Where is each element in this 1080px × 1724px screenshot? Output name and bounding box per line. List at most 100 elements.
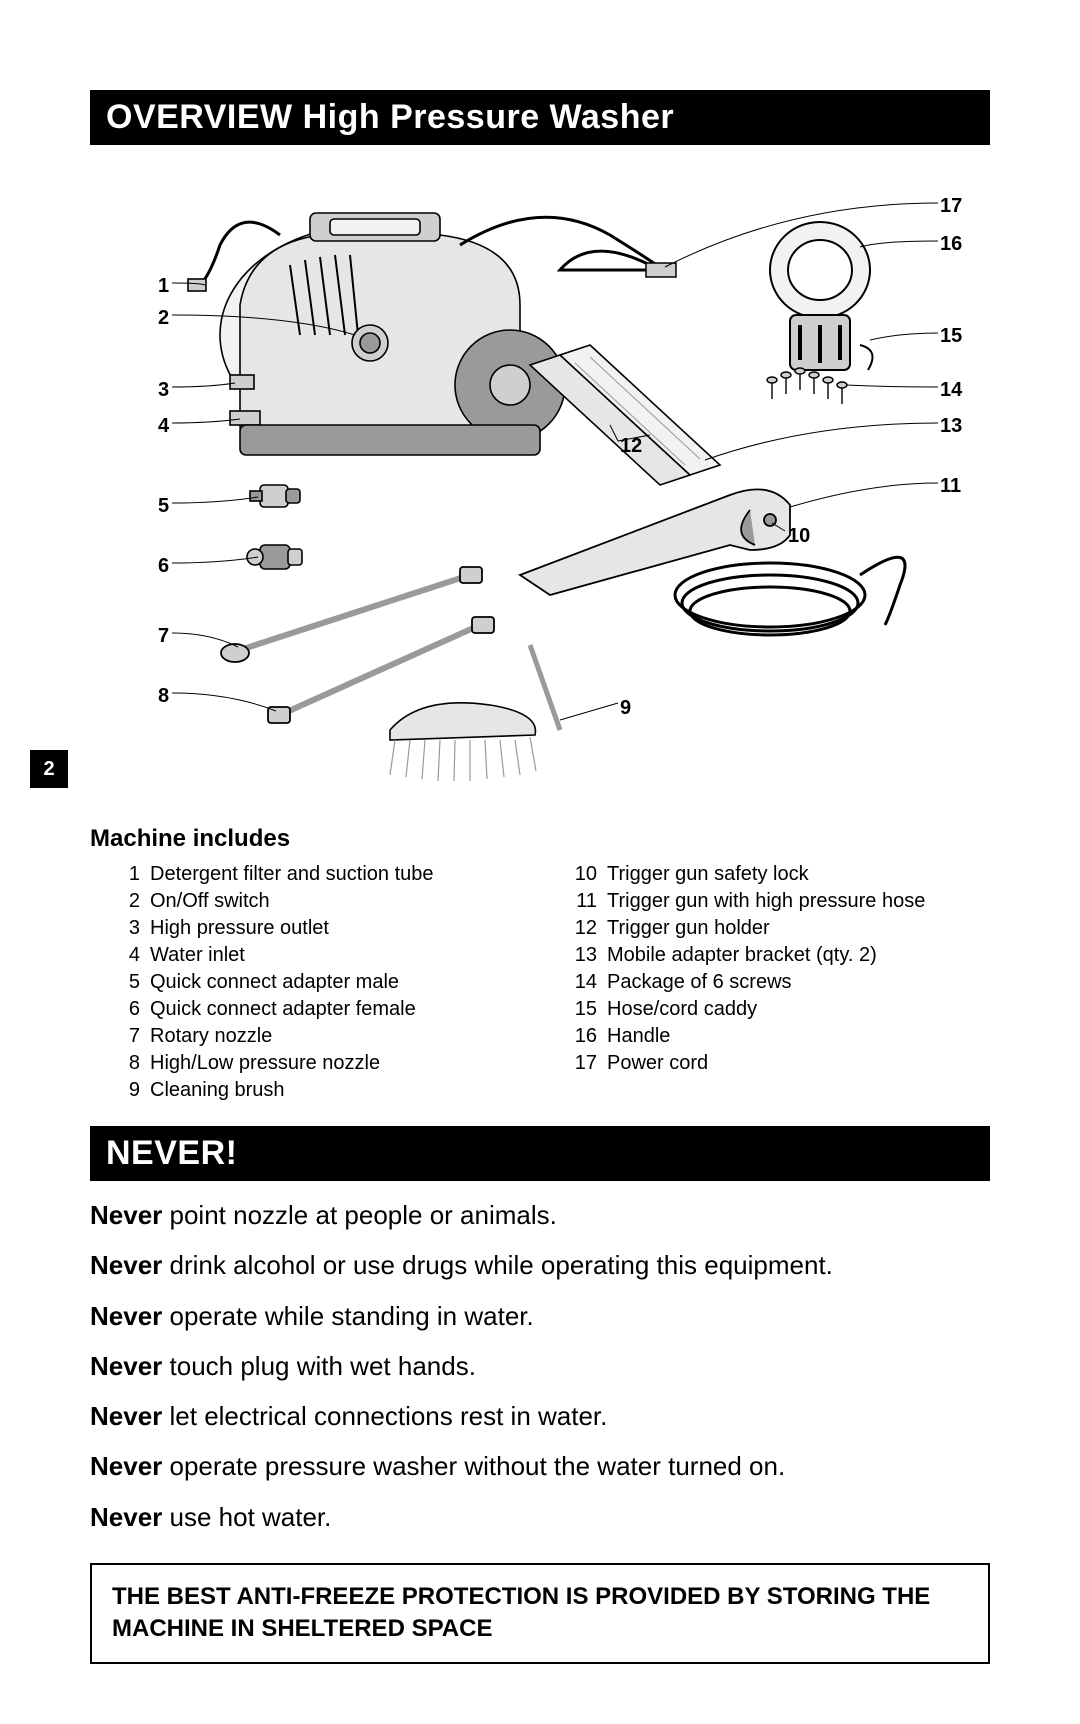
callout-8: 8 xyxy=(158,685,169,708)
brackets xyxy=(530,345,720,485)
callout-12: 12 xyxy=(620,435,642,458)
never-bold: Never xyxy=(90,1351,162,1381)
part-label: Rotary nozzle xyxy=(150,1023,272,1050)
parts-right-column: 10Trigger gun safety lock11Trigger gun w… xyxy=(573,861,990,1104)
never-bold: Never xyxy=(90,1502,162,1532)
screws xyxy=(767,368,847,404)
callout-7: 7 xyxy=(158,625,169,648)
trigger-gun xyxy=(520,489,905,635)
part-row: 12Trigger gun holder xyxy=(573,915,990,942)
part-row: 6Quick connect adapter female xyxy=(116,996,533,1023)
part-number: 3 xyxy=(116,915,150,942)
hose-caddy xyxy=(770,222,873,370)
never-item: Never drink alcohol or use drugs while o… xyxy=(90,1245,990,1285)
part-number: 5 xyxy=(116,969,150,996)
part-number: 2 xyxy=(116,888,150,915)
includes-heading: Machine includes xyxy=(90,825,990,853)
never-bold: Never xyxy=(90,1451,162,1481)
part-row: 3High pressure outlet xyxy=(116,915,533,942)
part-row: 8High/Low pressure nozzle xyxy=(116,1050,533,1077)
part-row: 9Cleaning brush xyxy=(116,1077,533,1104)
part-number: 10 xyxy=(573,861,607,888)
part-label: High pressure outlet xyxy=(150,915,329,942)
overview-header: OVERVIEW High Pressure Washer xyxy=(90,90,990,145)
never-text: use hot water. xyxy=(162,1502,331,1532)
part-number: 6 xyxy=(116,996,150,1023)
part-number: 11 xyxy=(573,888,607,915)
part-number: 9 xyxy=(116,1077,150,1104)
never-item: Never let electrical connections rest in… xyxy=(90,1396,990,1436)
part-label: Trigger gun safety lock xyxy=(607,861,809,888)
callout-13: 13 xyxy=(940,415,962,438)
callout-16: 16 xyxy=(940,233,962,256)
part-number: 16 xyxy=(573,1023,607,1050)
never-list: Never point nozzle at people or animals.… xyxy=(90,1195,990,1537)
part-number: 12 xyxy=(573,915,607,942)
callout-11: 11 xyxy=(940,475,961,498)
callout-10: 10 xyxy=(788,525,810,548)
part-label: Handle xyxy=(607,1023,670,1050)
parts-left-column: 1Detergent filter and suction tube2On/Of… xyxy=(116,861,533,1104)
part-label: Power cord xyxy=(607,1050,708,1077)
part-label: Mobile adapter bracket (qty. 2) xyxy=(607,942,877,969)
part-label: Trigger gun holder xyxy=(607,915,770,942)
part-row: 4Water inlet xyxy=(116,942,533,969)
never-text: touch plug with wet hands. xyxy=(162,1351,476,1381)
part-number: 4 xyxy=(116,942,150,969)
callout-4: 4 xyxy=(158,415,169,438)
never-text: drink alcohol or use drugs while operati… xyxy=(162,1250,833,1280)
part-label: Cleaning brush xyxy=(150,1077,285,1104)
part-number: 17 xyxy=(573,1050,607,1077)
never-bold: Never xyxy=(90,1301,162,1331)
part-row: 5Quick connect adapter male xyxy=(116,969,533,996)
part-number: 13 xyxy=(573,942,607,969)
callout-6: 6 xyxy=(158,555,169,578)
never-text: point nozzle at people or animals. xyxy=(162,1200,557,1230)
antifreeze-warning: THE BEST ANTI-FREEZE PROTECTION IS PROVI… xyxy=(90,1563,990,1664)
callout-1: 1 xyxy=(158,275,169,298)
cleaning-brush xyxy=(390,645,560,781)
never-bold: Never xyxy=(90,1200,162,1230)
never-item: Never touch plug with wet hands. xyxy=(90,1346,990,1386)
callout-9: 9 xyxy=(620,697,631,720)
part-number: 14 xyxy=(573,969,607,996)
part-label: Package of 6 screws xyxy=(607,969,792,996)
never-header-text: NEVER! xyxy=(106,1134,237,1172)
never-item: Never use hot water. xyxy=(90,1497,990,1537)
parts-list: 1Detergent filter and suction tube2On/Of… xyxy=(116,861,990,1104)
washer-body xyxy=(188,213,565,455)
part-row: 7Rotary nozzle xyxy=(116,1023,533,1050)
part-row: 1Detergent filter and suction tube xyxy=(116,861,533,888)
manual-page: OVERVIEW High Pressure Washer xyxy=(0,0,1080,1724)
never-header: NEVER! xyxy=(90,1126,990,1181)
part-label: Detergent filter and suction tube xyxy=(150,861,434,888)
callout-3: 3 xyxy=(158,379,169,402)
part-label: Quick connect adapter female xyxy=(150,996,416,1023)
part-row: 17Power cord xyxy=(573,1050,990,1077)
part-row: 2On/Off switch xyxy=(116,888,533,915)
part-row: 10Trigger gun safety lock xyxy=(573,861,990,888)
never-bold: Never xyxy=(90,1250,162,1280)
part-row: 14Package of 6 screws xyxy=(573,969,990,996)
never-text: operate while standing in water. xyxy=(162,1301,533,1331)
part-label: Quick connect adapter male xyxy=(150,969,399,996)
never-item: Never operate pressure washer without th… xyxy=(90,1446,990,1486)
part-label: Water inlet xyxy=(150,942,245,969)
callout-14: 14 xyxy=(940,379,962,402)
callout-15: 15 xyxy=(940,325,962,348)
never-text: operate pressure washer without the wate… xyxy=(162,1451,785,1481)
part-number: 7 xyxy=(116,1023,150,1050)
qc-male xyxy=(250,485,300,507)
part-number: 15 xyxy=(573,996,607,1023)
callout-17: 17 xyxy=(940,195,962,218)
antifreeze-text: THE BEST ANTI-FREEZE PROTECTION IS PROVI… xyxy=(112,1583,930,1642)
overview-header-text: OVERVIEW High Pressure Washer xyxy=(106,98,674,136)
part-number: 8 xyxy=(116,1050,150,1077)
never-text: let electrical connections rest in water… xyxy=(162,1401,607,1431)
part-row: 11Trigger gun with high pressure hose xyxy=(573,888,990,915)
part-label: Hose/cord caddy xyxy=(607,996,757,1023)
part-label: Trigger gun with high pressure hose xyxy=(607,888,925,915)
never-bold: Never xyxy=(90,1401,162,1431)
rotary-nozzle xyxy=(221,567,482,662)
diagram-illustration xyxy=(90,175,990,815)
